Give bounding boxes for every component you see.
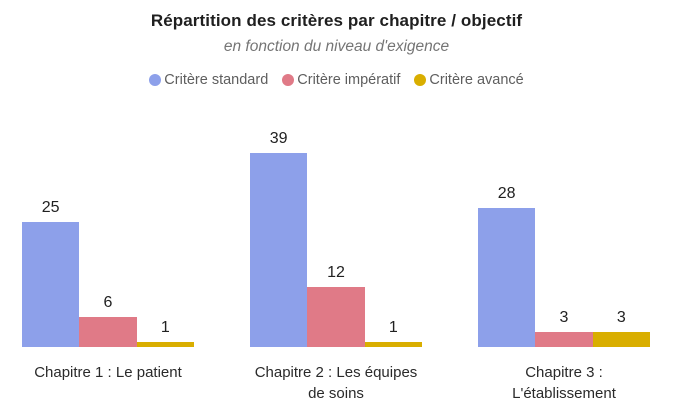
bar-group: 25 6 1 <box>22 199 194 347</box>
bar-value-label: 25 <box>41 198 60 216</box>
bar[interactable] <box>535 332 593 347</box>
legend-label: Critère avancé <box>429 72 524 88</box>
bar[interactable] <box>592 332 650 347</box>
x-axis-label: Chapitre 2 : Les équipes de soins <box>254 364 418 402</box>
bar-column: 28 <box>478 184 536 347</box>
bar[interactable] <box>22 222 80 347</box>
legend: Critère standard Critère impératif Critère… <box>0 72 673 88</box>
bar[interactable] <box>478 208 536 347</box>
bar-value-label: 39 <box>269 129 288 147</box>
bar-value-label: 1 <box>388 318 398 336</box>
bar-value-label: 3 <box>616 308 626 326</box>
bar[interactable] <box>136 342 194 347</box>
bar[interactable] <box>250 153 308 347</box>
bar-column: 1 <box>136 318 194 347</box>
legend-label: Critère impératif <box>297 72 401 88</box>
x-axis-labels: Chapitre 1 : Le patient Chapitre 2 : Les … <box>22 362 650 414</box>
bar-column: 39 <box>250 129 308 347</box>
legend-item: Critère avancé <box>414 72 524 88</box>
bar-value-label: 1 <box>160 318 170 336</box>
bar-column: 3 <box>592 308 650 347</box>
x-axis-label: Chapitre 3 : L'établissement <box>512 364 616 402</box>
bar-column: 12 <box>307 263 365 347</box>
bar-value-label: 6 <box>103 293 113 311</box>
bar-group: 39 12 1 <box>250 130 422 347</box>
chart-subtitle: en fonction du niveau d'exigence <box>223 38 450 55</box>
bar-value-label: 12 <box>327 263 345 281</box>
x-axis-label: Chapitre 1 : Le patient <box>34 364 182 381</box>
bar-column: 25 <box>22 198 80 347</box>
bar-value-label: 3 <box>559 308 569 326</box>
legend-color-dot <box>414 74 427 86</box>
legend-item: Critère standard <box>149 72 268 88</box>
bar-column: 6 <box>79 293 137 347</box>
legend-item: Critère impératif <box>282 72 400 88</box>
bar[interactable] <box>364 342 422 347</box>
bar-group: 28 3 3 <box>478 185 650 347</box>
legend-label: Critère standard <box>164 72 269 88</box>
bar-column: 1 <box>364 318 422 347</box>
bar[interactable] <box>307 287 365 347</box>
chart-title: Répartition des critères par chapitre / … <box>150 11 523 30</box>
legend-color-dot <box>282 74 295 86</box>
bar-value-label: 28 <box>497 184 516 202</box>
bar-column: 3 <box>535 308 593 347</box>
plot-area: 25 6 1 39 12 1 28 3 3 <box>22 0 650 347</box>
legend-color-dot <box>149 74 162 86</box>
bar[interactable] <box>79 317 137 347</box>
